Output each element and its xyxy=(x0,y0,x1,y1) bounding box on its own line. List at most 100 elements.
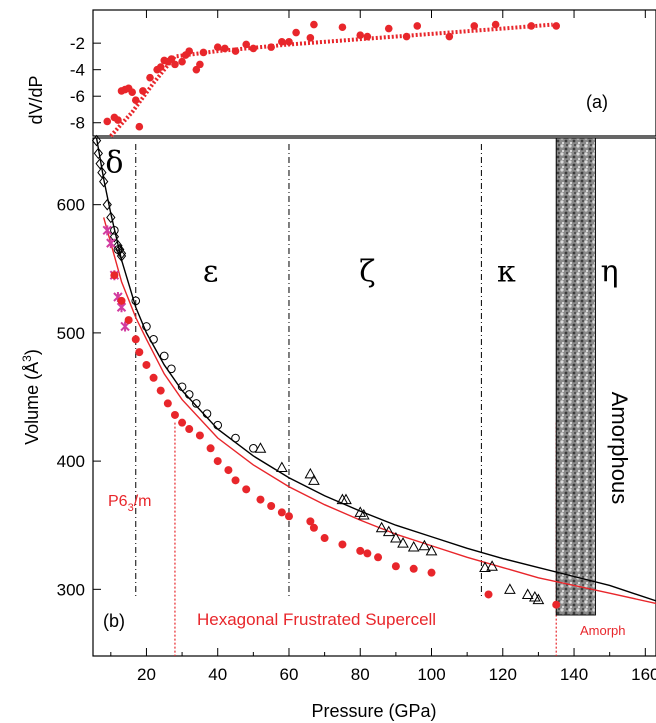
phase-label-1: ε xyxy=(203,255,219,290)
hexagonal-frustrated-supercell-point-26 xyxy=(356,546,365,555)
phase-labels: δ ε ζ κ η xyxy=(105,146,618,290)
p63-m-point-0 xyxy=(102,225,112,236)
ytick-label-3: 600 xyxy=(57,196,85,215)
-phase-point-12 xyxy=(407,540,420,552)
xtick-label-6: 140 xyxy=(560,665,588,684)
-phase-point-0 xyxy=(91,134,102,147)
a-point-9 xyxy=(139,87,147,95)
hexagonal-frustrated-supercell-point-14 xyxy=(213,457,222,466)
-phase-point-7 xyxy=(109,230,120,243)
amorphous-region xyxy=(555,137,596,616)
p63m-label-sub: 3 xyxy=(128,502,134,514)
-phase-point-5 xyxy=(340,493,352,505)
a-point-42 xyxy=(491,20,500,29)
-phase-point-2 xyxy=(304,467,317,479)
a-point-41 xyxy=(470,22,479,30)
a-point-40 xyxy=(445,32,454,41)
-phase-point-1 xyxy=(113,245,123,254)
a-point-23 xyxy=(213,43,222,51)
hexagonal-frustrated-supercell-point-29 xyxy=(391,562,400,571)
a-point-0 xyxy=(103,117,112,126)
hexagonal-frustrated-supercell-point-22 xyxy=(306,517,315,526)
-phase-point-3 xyxy=(142,322,151,331)
hexagonal-frustrated-supercell-point-1 xyxy=(117,296,126,305)
a-point-6 xyxy=(128,88,136,97)
fit-black-curve xyxy=(95,137,656,602)
xtick-label-4: 100 xyxy=(417,665,445,684)
-phase-point-2 xyxy=(95,157,105,170)
y-axis-label-sup: 3 xyxy=(20,355,34,362)
a-point-8 xyxy=(135,122,144,131)
x-axis-label: Pressure (GPa) xyxy=(311,701,436,721)
hexagonal-frustrated-supercell-point-0 xyxy=(110,271,119,280)
panel-a-y-ticks: -8 -6 -4 -2 xyxy=(70,10,646,133)
-phase-point-9 xyxy=(115,243,125,256)
p63m-label: P63/m xyxy=(108,493,151,514)
-phase-point-0 xyxy=(254,442,267,453)
-phase-point-11 xyxy=(397,537,409,548)
phase-label-3: κ xyxy=(497,255,516,290)
a-point-7 xyxy=(131,96,140,104)
p63m-label-end: /m xyxy=(134,493,152,510)
a-point-32 xyxy=(306,34,315,42)
hexagonal-frustrated-supercell-point-3 xyxy=(131,335,140,344)
a-point-19 xyxy=(185,47,194,55)
phase-label-4: η xyxy=(601,255,619,290)
a-point-2 xyxy=(114,116,122,124)
a-point-37 xyxy=(384,24,393,33)
amorphous-bar xyxy=(555,137,596,616)
-phase-point-1 xyxy=(93,147,103,160)
panel-a-dvdp: -8 -6 -4 -2 dV/dP (a) xyxy=(26,9,656,138)
-phase-point-5 xyxy=(102,198,112,211)
-phase-point-13 xyxy=(418,539,431,551)
a-point-31 xyxy=(292,28,300,37)
-phase-point-17 xyxy=(504,583,516,594)
a-ytick-label-0: -8 xyxy=(70,114,85,133)
hexagonal-frustrated-supercell-point-30 xyxy=(409,564,418,573)
xtick-label-2: 60 xyxy=(280,665,299,684)
hexagonal-frustrated-supercell-point-20 xyxy=(277,508,286,517)
hexagonal-frustrated-supercell-point-17 xyxy=(242,485,251,494)
hexagonal-frustrated-supercell-point-7 xyxy=(156,386,165,395)
hexagonal-frustrated-supercell-point-21 xyxy=(284,512,293,521)
panel-a-label: (a) xyxy=(586,92,608,112)
-phase-point-11 xyxy=(116,250,127,262)
fit-red-curve xyxy=(103,217,656,605)
hexagonal-frustrated-supercell-point-6 xyxy=(149,373,158,382)
-phase-point-8 xyxy=(184,390,194,399)
a-point-35 xyxy=(356,31,365,39)
-phase-point-3 xyxy=(97,166,107,179)
-phase-point-2 xyxy=(131,296,141,306)
hexagonal-frustrated-supercell-point-11 xyxy=(185,425,194,434)
a-ytick-label-1: -6 xyxy=(70,87,85,106)
-phase-point-15 xyxy=(479,561,491,573)
a-point-44 xyxy=(552,22,561,30)
a-point-17 xyxy=(178,57,186,66)
fit-curves xyxy=(95,137,656,605)
ytick-label-0: 300 xyxy=(57,580,85,599)
hexagonal-frustrated-supercell-point-27 xyxy=(363,549,372,558)
panel-b-label: (b) xyxy=(103,611,125,631)
-phase-point-11 xyxy=(213,420,223,430)
-phase-point-0 xyxy=(110,226,119,235)
-phase-point-18 xyxy=(521,588,534,599)
ytick-label-2: 500 xyxy=(57,324,85,343)
xtick-label-7: 160 xyxy=(631,665,656,684)
hexagonal-frustrated-supercell-point-12 xyxy=(195,431,204,440)
phase-label-0: δ xyxy=(105,146,123,181)
-phase-point-10 xyxy=(202,409,212,418)
y-axis-label-main: Volume (Å xyxy=(22,362,42,445)
hexagonal-frustrated-supercell-point-31 xyxy=(427,568,436,577)
hexagonal-frustrated-supercell-point-13 xyxy=(206,444,215,453)
hexagonal-frustrated-supercell-point-4 xyxy=(135,348,144,357)
-phase-point-5 xyxy=(159,351,169,361)
-phase-point-4 xyxy=(99,175,109,188)
xtick-label-5: 120 xyxy=(489,665,517,684)
hexagonal-frustrated-supercell-point-23 xyxy=(309,523,318,532)
a-point-16 xyxy=(171,60,179,69)
panel-a-data xyxy=(103,20,561,138)
-phase-point-14 xyxy=(425,544,438,556)
hexagonal-frustrated-supercell-point-2 xyxy=(124,316,133,325)
hexagonal-frustrated-supercell-point-28 xyxy=(374,553,383,562)
a-ytick-label-2: -4 xyxy=(70,61,85,80)
